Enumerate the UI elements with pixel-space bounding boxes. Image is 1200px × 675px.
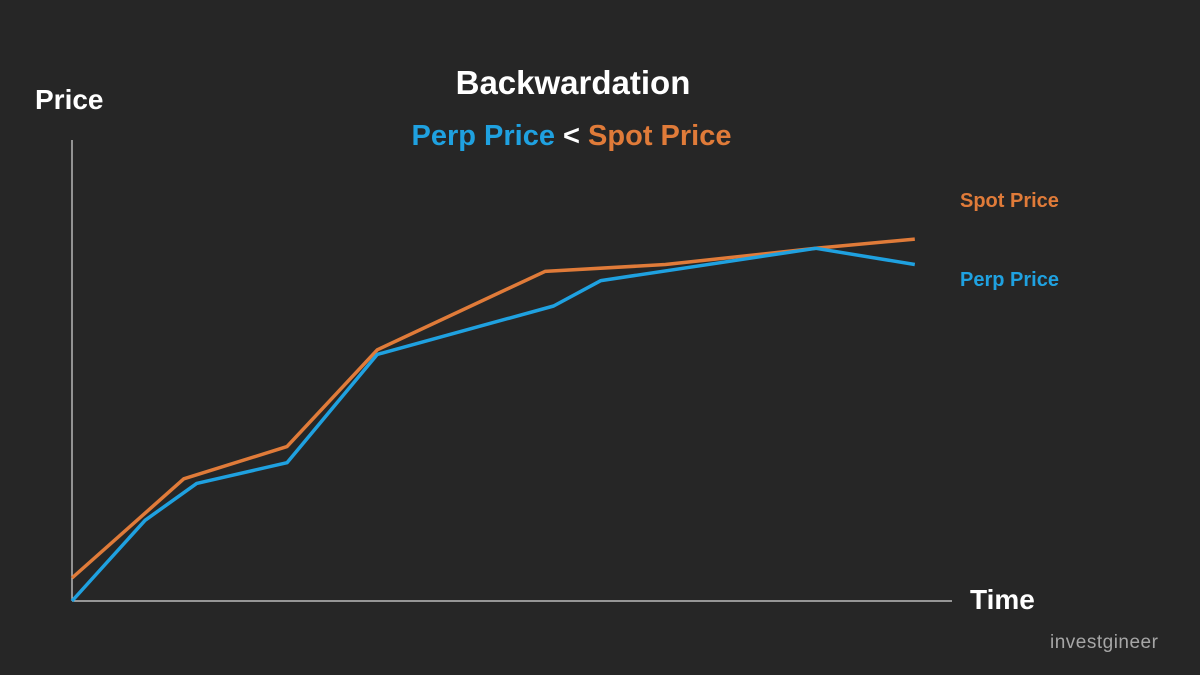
subtitle-spot-label: Spot Price xyxy=(588,120,732,152)
x-axis-label: Time xyxy=(970,584,1035,615)
series-layer xyxy=(70,237,916,603)
subtitle-operator: < xyxy=(563,120,580,152)
perp-price-series-label: Perp Price xyxy=(960,269,1059,291)
chart-title: Backwardation xyxy=(455,64,691,101)
subtitle-perp-label: Perp Price xyxy=(411,120,555,152)
watermark-logo: investgineer xyxy=(1050,632,1159,653)
spot-price-line xyxy=(70,237,915,580)
perp-price-line xyxy=(70,246,916,603)
spot-price-series-label: Spot Price xyxy=(960,190,1059,212)
chart-subtitle: Perp Price < Spot Price xyxy=(0,120,1143,153)
y-axis-label: Price xyxy=(35,84,104,115)
